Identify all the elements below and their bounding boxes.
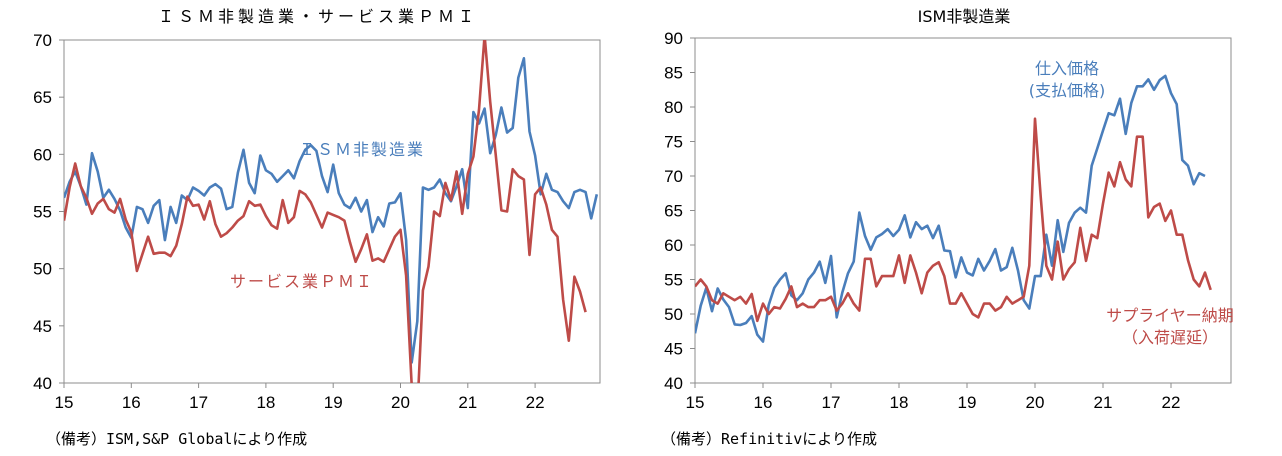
y-tick-label: 50 bbox=[33, 260, 52, 279]
y-tick-label: 65 bbox=[33, 88, 52, 107]
x-tick-label: 19 bbox=[324, 393, 343, 412]
x-tick-label: 18 bbox=[256, 393, 275, 412]
x-tick-label: 15 bbox=[686, 393, 705, 412]
series-line-2 bbox=[695, 117, 1212, 323]
series-annotation-label: サプライヤー納期 bbox=[1106, 306, 1234, 325]
chart-title: ISM非製造業 bbox=[918, 7, 1011, 26]
y-tick-label: 40 bbox=[33, 374, 52, 393]
series-annotation-label: ＩＳＭ非製造業 bbox=[299, 140, 425, 159]
y-tick-label: 75 bbox=[664, 133, 683, 152]
y-tick-label: 70 bbox=[664, 167, 683, 186]
x-tick-label: 15 bbox=[55, 393, 74, 412]
series-annotation-label: 仕入価格 bbox=[1035, 59, 1099, 78]
chart-title: ＩＳＭ非製造業・サービス業ＰＭＩ bbox=[158, 7, 478, 26]
x-tick-label: 19 bbox=[958, 393, 977, 412]
series-annotation-label: （入荷遅延） bbox=[1122, 328, 1218, 347]
y-tick-label: 85 bbox=[664, 64, 683, 83]
y-tick-label: 45 bbox=[33, 317, 52, 336]
y-tick-label: 60 bbox=[33, 145, 52, 164]
x-tick-label: 20 bbox=[1026, 393, 1045, 412]
y-tick-label: 80 bbox=[664, 98, 683, 117]
series-line-1 bbox=[695, 74, 1206, 343]
x-tick-label: 20 bbox=[391, 393, 410, 412]
x-tick-label: 21 bbox=[1094, 393, 1113, 412]
x-tick-label: 16 bbox=[122, 393, 141, 412]
y-tick-label: 45 bbox=[664, 340, 683, 359]
y-tick-label: 65 bbox=[664, 202, 683, 221]
x-tick-label: 17 bbox=[822, 393, 841, 412]
chart-panel-ism-components: ISM非製造業 40 45 50 55 60 65 70 75 80 85 90 15 16 17 18 19 2… bbox=[641, 0, 1282, 456]
y-tick-label: 55 bbox=[664, 271, 683, 290]
y-tick-label: 60 bbox=[664, 236, 683, 255]
x-tick-label: 22 bbox=[526, 393, 545, 412]
chart-svg-right: ISM非製造業 40 45 50 55 60 65 70 75 80 85 90 15 16 17 18 19 2… bbox=[664, 7, 1234, 412]
series-annotation-label: (支払価格) bbox=[1029, 81, 1106, 100]
y-tick-label: 40 bbox=[664, 374, 683, 393]
y-tick-label: 90 bbox=[664, 29, 683, 48]
x-tick-label: 16 bbox=[754, 393, 773, 412]
source-note: （備考）ISM,S&P Globalにより作成 bbox=[46, 430, 308, 448]
series-line-1 bbox=[64, 56, 599, 364]
x-tick-label: 18 bbox=[890, 393, 909, 412]
series-line-2 bbox=[64, 40, 587, 383]
source-note: （備考）Refinitivにより作成 bbox=[661, 430, 877, 448]
y-tick-label: 50 bbox=[664, 305, 683, 324]
chart-panel-ism-services-pmi: ＩＳＭ非製造業・サービス業ＰＭＩ 40 45 50 55 60 65 70 15 16 17 18 19… bbox=[0, 0, 640, 456]
y-tick-label: 55 bbox=[33, 203, 52, 222]
x-tick-label: 22 bbox=[1162, 393, 1181, 412]
x-tick-label: 21 bbox=[458, 393, 477, 412]
series-annotation-label: サービス業ＰＭＩ bbox=[230, 272, 374, 291]
y-tick-label: 70 bbox=[33, 31, 52, 50]
chart-svg-left: ＩＳＭ非製造業・サービス業ＰＭＩ 40 45 50 55 60 65 70 15 16 17 18 19… bbox=[33, 7, 601, 412]
x-tick-label: 17 bbox=[189, 393, 208, 412]
